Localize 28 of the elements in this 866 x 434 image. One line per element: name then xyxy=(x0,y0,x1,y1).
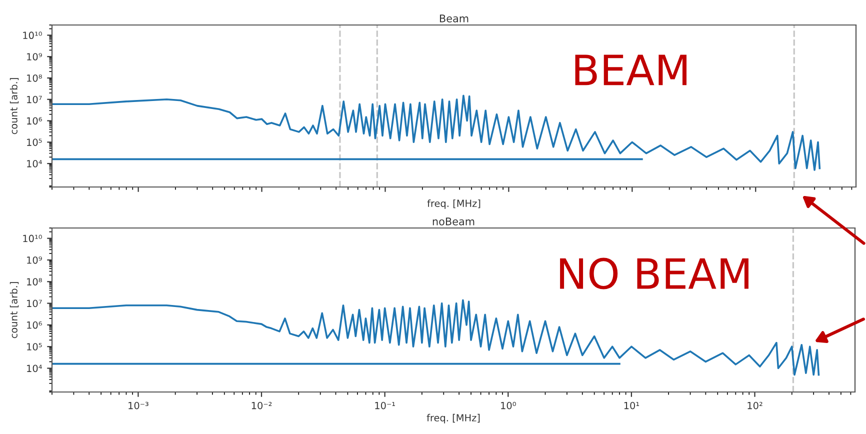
annotation: BEAM xyxy=(575,54,686,86)
x-tick-label: 10⁰ xyxy=(501,402,516,410)
y-tick-label: 10¹⁰ xyxy=(23,32,42,40)
x-tick-label: 10² xyxy=(748,402,762,410)
x-tick-label: 10⁻¹ xyxy=(375,402,395,410)
x-axis-title: freq. [MHz] xyxy=(426,414,480,424)
y-tick-label: 10⁸ xyxy=(27,278,42,286)
x-tick-label: 10⁻³ xyxy=(128,402,148,410)
x-axis-title: freq. [MHz] xyxy=(427,200,480,209)
y-tick-label: 10⁴ xyxy=(27,160,42,168)
x-tick-label: 10¹ xyxy=(624,402,640,410)
chart-title: Beam xyxy=(440,14,468,22)
annotation: NO BEAM xyxy=(560,258,748,290)
y-axis-title: count [arb.] xyxy=(10,282,19,338)
chart-title: noBeam xyxy=(432,218,474,226)
y-axis-title: count [arb.] xyxy=(10,78,19,134)
y-tick-label: 10⁹ xyxy=(27,53,42,60)
y-tick-label: 10⁷ xyxy=(27,96,42,104)
y-tick-label: 10⁶ xyxy=(27,117,42,125)
y-tick-label: 10⁴ xyxy=(27,364,42,372)
y-tick-label: 10¹⁰ xyxy=(23,234,42,242)
y-tick-label: 10⁹ xyxy=(27,256,42,264)
y-tick-label: 10⁸ xyxy=(27,74,42,82)
y-tick-label: 10⁷ xyxy=(27,300,42,308)
y-tick-label: 10⁶ xyxy=(27,321,42,329)
y-tick-label: 10⁵ xyxy=(27,138,42,146)
x-tick-label: 10⁻² xyxy=(252,402,272,410)
y-tick-label: 10⁵ xyxy=(27,343,42,350)
